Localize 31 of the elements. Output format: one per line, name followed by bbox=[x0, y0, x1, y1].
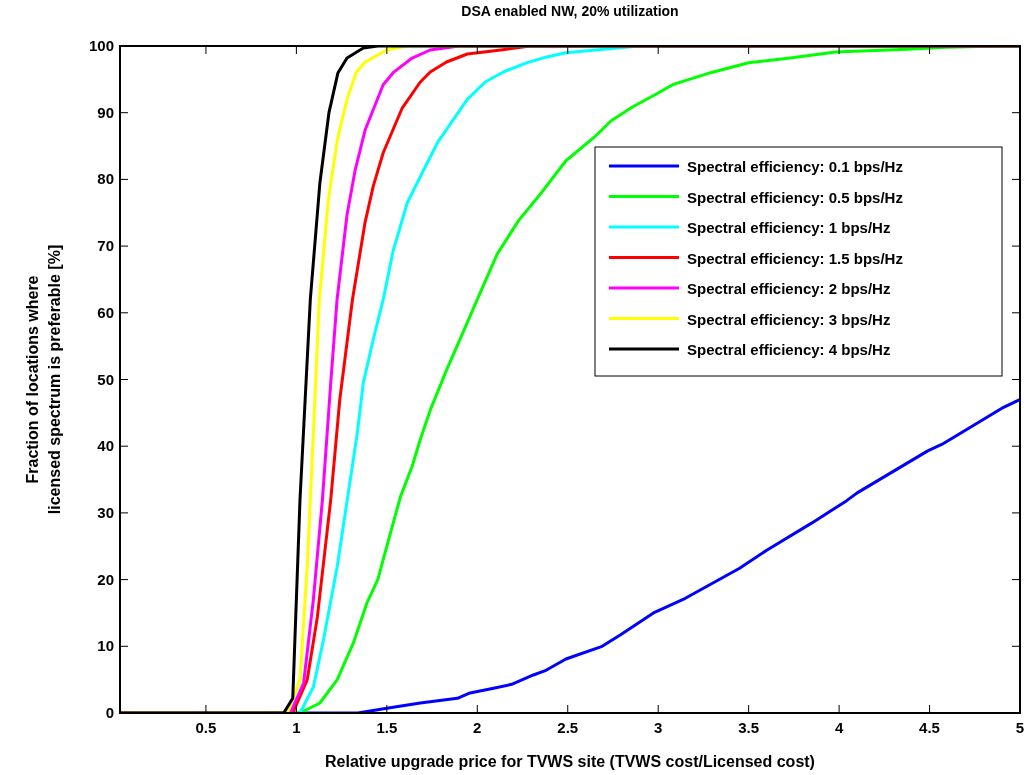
y-tick-label: 70 bbox=[97, 237, 114, 255]
legend-label: Spectral efficiency: 1 bps/Hz bbox=[687, 219, 891, 236]
y-tick-label: 50 bbox=[97, 370, 114, 388]
x-tick-label: 4.5 bbox=[919, 719, 940, 736]
x-tick-label: 1.5 bbox=[376, 719, 398, 736]
x-tick-label: 3.5 bbox=[738, 719, 760, 736]
x-tick-label: 2.5 bbox=[557, 719, 579, 736]
legend-label: Spectral efficiency: 4 bps/Hz bbox=[687, 341, 891, 358]
x-tick-label: 4 bbox=[834, 719, 844, 736]
legend-label: Spectral efficiency: 2 bps/Hz bbox=[687, 280, 891, 297]
legend-label: Spectral efficiency: 1.5 bps/Hz bbox=[687, 249, 903, 267]
y-tick-label: 40 bbox=[97, 437, 114, 455]
y-tick-label: 10 bbox=[97, 637, 114, 655]
legend-label: Spectral efficiency: 0.1 bps/Hz bbox=[687, 158, 903, 175]
x-tick-label: 2 bbox=[473, 719, 482, 736]
y-axis-title: Fraction of locations where licensed spectrum is preferable [%] bbox=[24, 244, 63, 515]
x-axis-title: Relative upgrade price for TVWS site (TVWS cost/Licensed cost) bbox=[325, 753, 815, 770]
legend-label: Spectral efficiency: 3 bps/Hz bbox=[687, 310, 891, 328]
chart-title: DSA enabled NW, 20% utilization bbox=[461, 3, 679, 19]
x-tick-label: 0.5 bbox=[195, 719, 217, 736]
y-tick-label: 90 bbox=[97, 103, 114, 121]
y-tick-label: 20 bbox=[97, 570, 114, 588]
y-tick-label: 60 bbox=[97, 303, 114, 321]
legend-label: Spectral efficiency: 0.5 bps/Hz bbox=[687, 188, 903, 206]
y-tick-label: 80 bbox=[97, 170, 114, 188]
x-tick-label: 5 bbox=[1015, 719, 1025, 736]
x-tick-label: 1 bbox=[292, 719, 301, 736]
y-tick-label: 0 bbox=[105, 704, 114, 721]
y-tick-label: 100 bbox=[88, 37, 114, 54]
y-tick-label: 30 bbox=[97, 503, 114, 521]
x-tick-label: 3 bbox=[654, 719, 663, 736]
